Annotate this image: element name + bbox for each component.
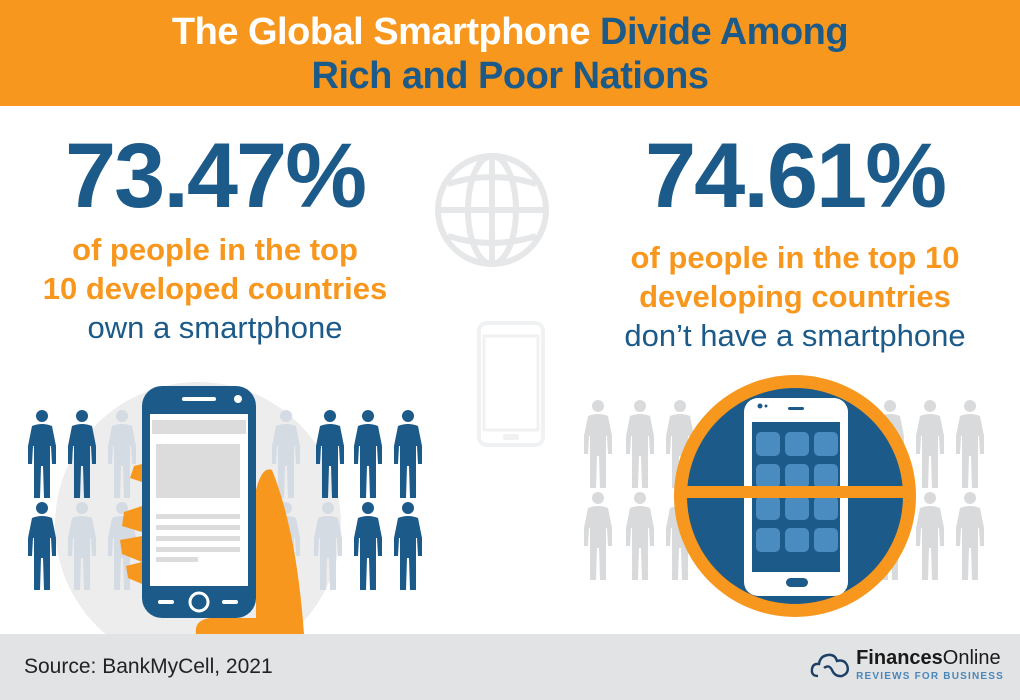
right-stat-value: 74.61% <box>644 125 947 227</box>
left-stat-line1: of people in the top <box>72 232 358 267</box>
hand-holding-smartphone-icon <box>28 382 422 634</box>
smartphone-outline-icon <box>477 321 545 447</box>
financesonline-logo[interactable]: FinancesOnline REVIEWS FOR BUSINESS <box>810 648 1004 682</box>
right-statistic: 74.61% of people in the top 10 developin… <box>570 128 1020 355</box>
title-part-white: The Global Smartphone <box>171 11 591 53</box>
logo-text: FinancesOnline REVIEWS FOR BUSINESS <box>856 648 1004 682</box>
cloud-logo-icon <box>810 653 850 678</box>
right-stat-line1: of people in the top 10 <box>630 240 960 275</box>
logo-brand-bold: Finances <box>856 647 943 669</box>
source-citation: Source: BankMyCell, 2021 <box>24 655 273 678</box>
page-title-line1: The Global Smartphone Divide Among <box>0 0 1020 54</box>
right-stat-line2: developing countries <box>639 279 951 314</box>
left-stat-value: 73.47% <box>64 125 367 227</box>
globe-icon <box>435 153 549 267</box>
no-smartphone-prohibited-icon <box>584 375 984 617</box>
left-stat-line3: own a smartphone <box>87 310 343 345</box>
left-statistic: 73.47% of people in the top 10 developed… <box>0 128 430 347</box>
title-part-blue: Divide Among <box>600 11 849 53</box>
page-title-line2: Rich and Poor Nations <box>311 55 709 97</box>
logo-tagline: REVIEWS FOR BUSINESS <box>856 671 1004 682</box>
footer: Source: BankMyCell, 2021 FinancesOnline … <box>0 634 1020 700</box>
logo-brand: FinancesOnline <box>856 648 1004 668</box>
left-stat-line2: 10 developed countries <box>42 271 388 306</box>
logo-brand-regular: Online <box>942 647 1001 669</box>
right-stat-line3: don’t have a smartphone <box>624 318 966 353</box>
header-banner: The Global Smartphone Divide Among Rich … <box>0 0 1020 106</box>
